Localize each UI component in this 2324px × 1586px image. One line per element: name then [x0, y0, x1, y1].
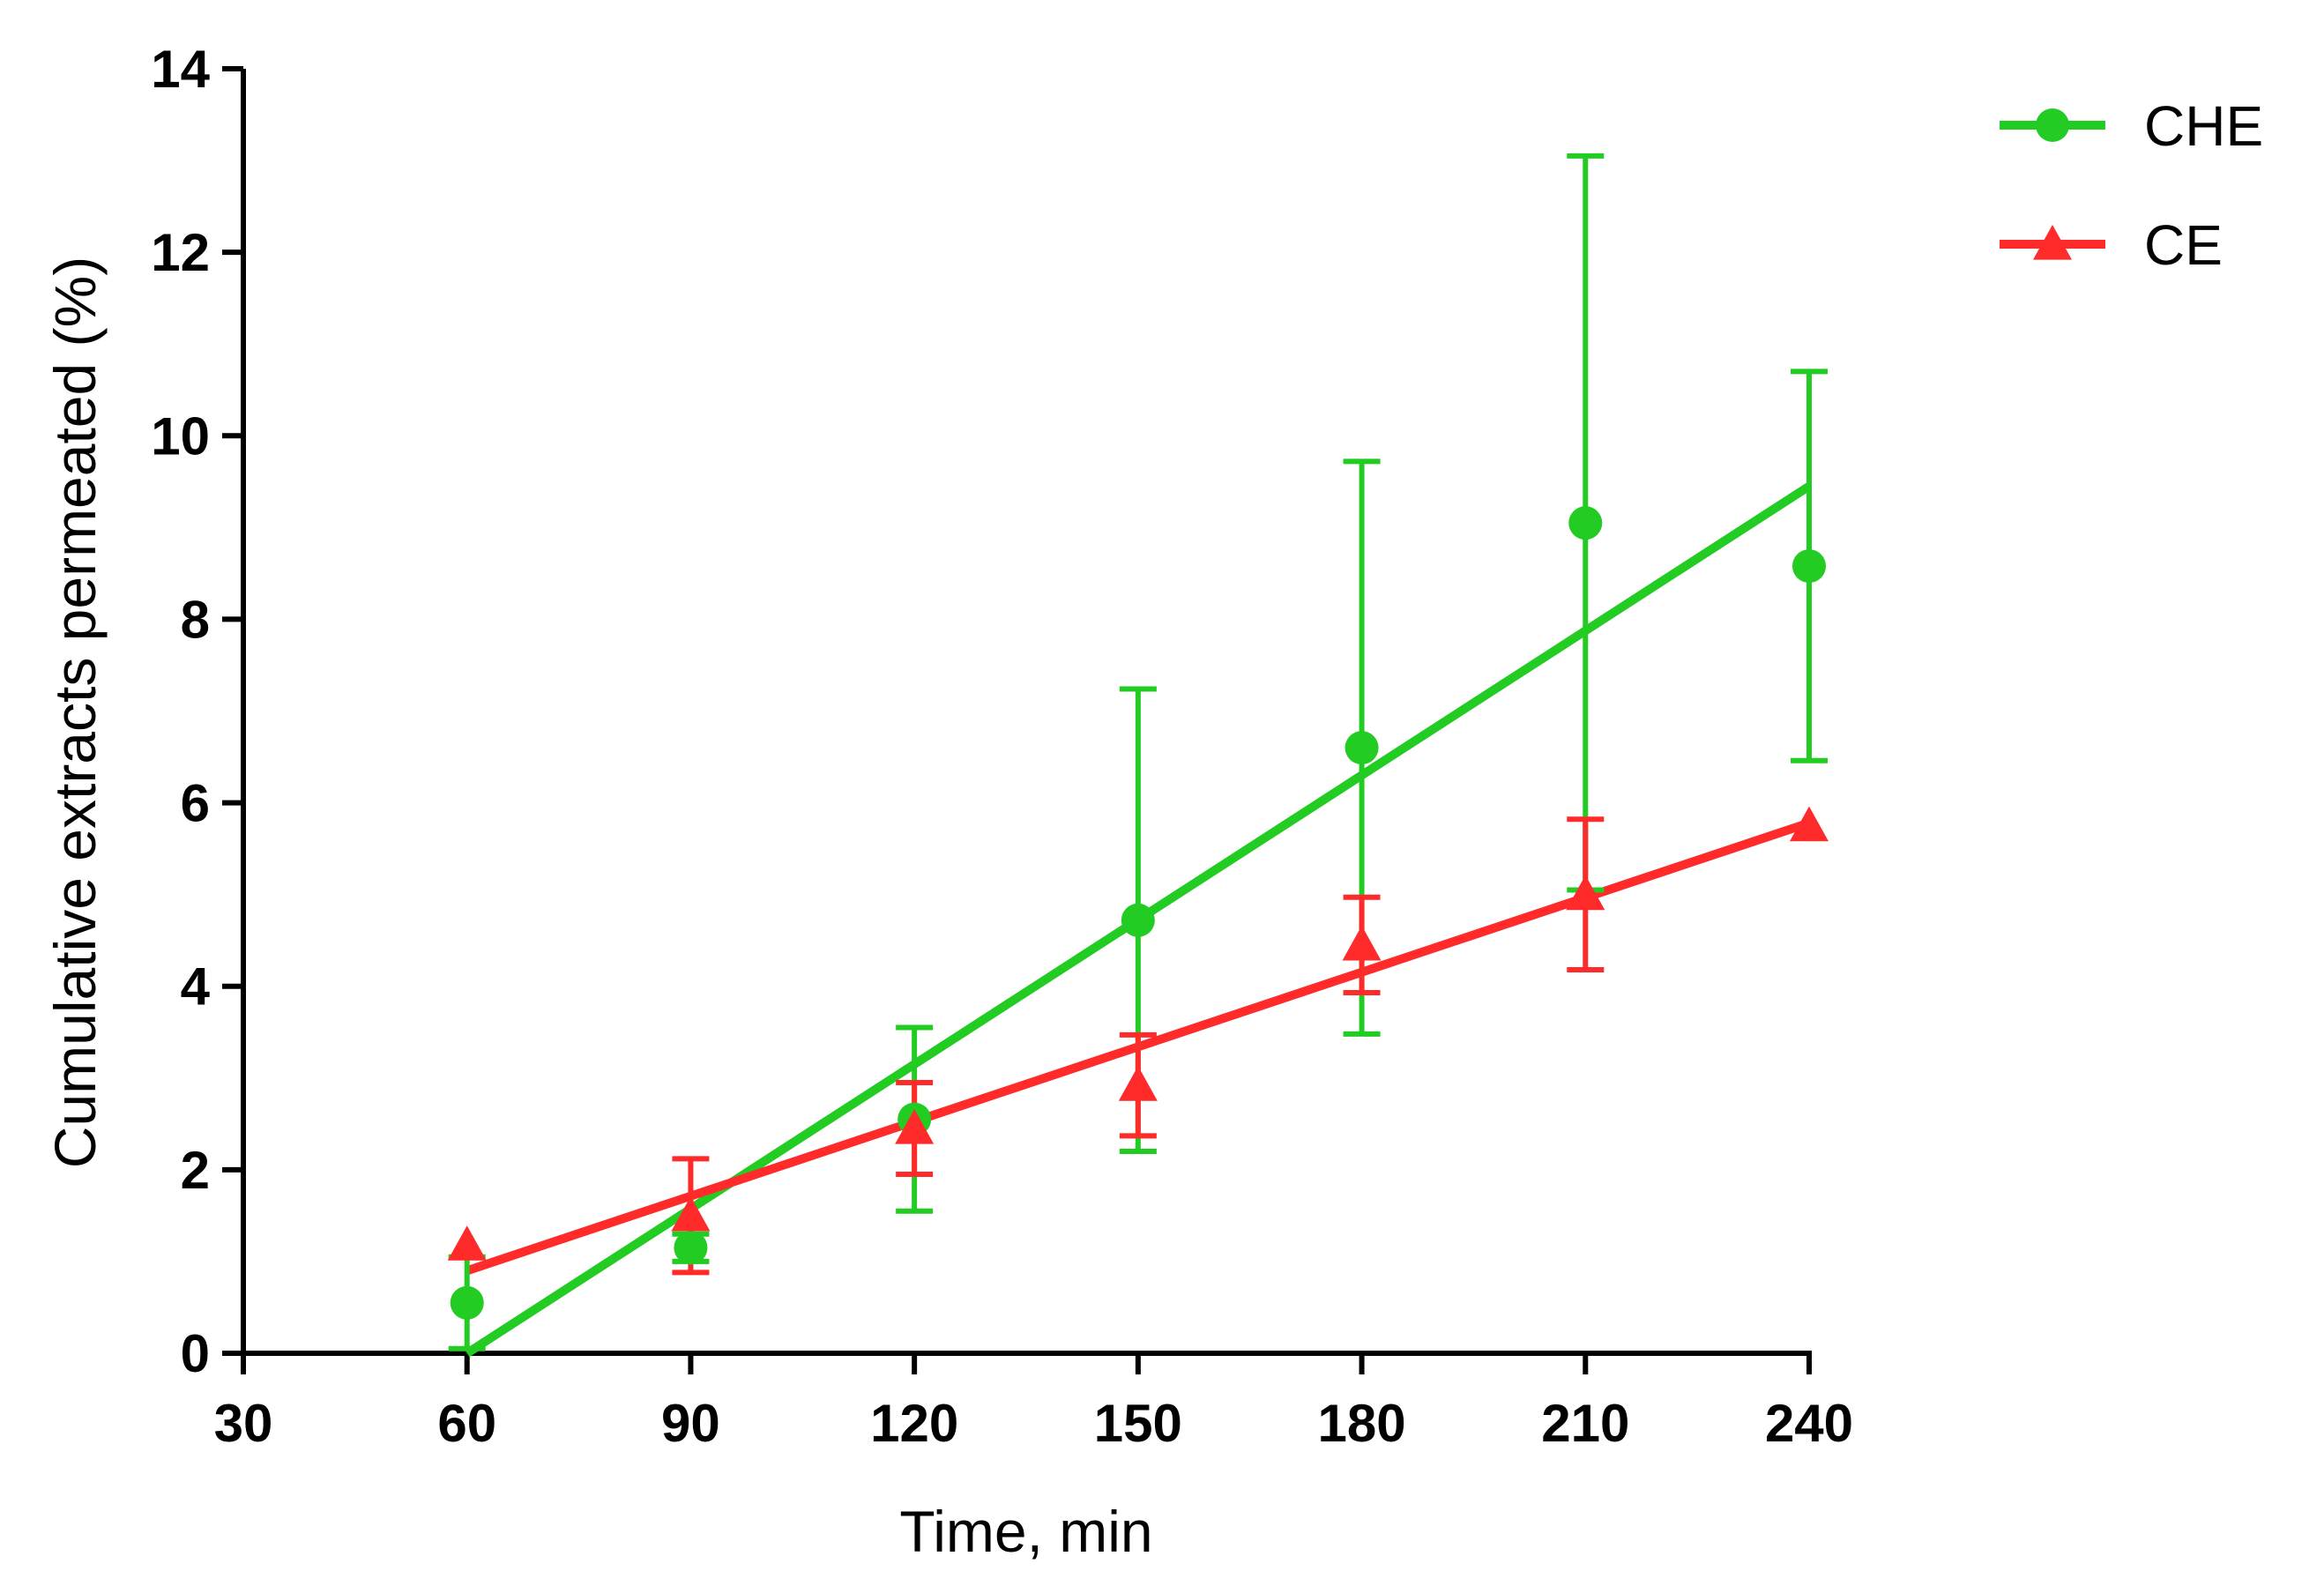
ce-data-point [1118, 1066, 1158, 1101]
legend: CHE CE [2000, 94, 2263, 277]
che-data-point [1792, 549, 1826, 584]
ce-data-point [447, 1225, 487, 1261]
x-tick-label: 30 [214, 1394, 273, 1453]
che-data-point [1121, 903, 1155, 937]
legend-label-che: CHE [2144, 94, 2263, 158]
che-data-point [450, 1285, 484, 1320]
x-axis-label: Time, min [899, 1499, 1152, 1564]
legend-label-ce: CE [2144, 213, 2223, 277]
x-tick-label: 90 [661, 1394, 720, 1453]
y-tick-label: 12 [151, 223, 210, 282]
legend-marker-che [2036, 108, 2069, 142]
ce-data-point [1342, 925, 1382, 961]
ce-data-point [1566, 875, 1605, 911]
x-tick-label: 60 [437, 1394, 496, 1453]
che-data-point [674, 1231, 708, 1265]
y-tick-label: 8 [181, 590, 210, 649]
error-bars [448, 153, 1828, 1351]
che-data-point [1344, 731, 1379, 765]
data-markers [447, 506, 1829, 1320]
ce-data-point [1790, 806, 1829, 842]
y-tick-label: 4 [181, 957, 211, 1016]
ce-data-point [671, 1195, 711, 1232]
y-tick-label: 2 [181, 1141, 210, 1200]
legend-item-che: CHE [2000, 94, 2263, 158]
x-tick-label: 120 [870, 1394, 958, 1453]
x-tick-label: 150 [1094, 1394, 1182, 1453]
che-data-point [1568, 506, 1603, 540]
y-tick-label: 14 [151, 40, 210, 99]
legend-marker-ce [2033, 225, 2072, 260]
axes: 0 2 4 6 8 10 12 14 30 60 90 120 150 180 210 240 [151, 40, 1853, 1453]
x-tick-label: 210 [1541, 1394, 1629, 1453]
y-tick-label: 0 [181, 1324, 210, 1383]
y-tick-label: 10 [151, 406, 210, 465]
y-axis-label: Cumulative extracts permeated (%) [42, 257, 108, 1168]
ce-data-point [895, 1109, 935, 1144]
x-tick-label: 240 [1765, 1394, 1853, 1453]
y-tick-label: 6 [181, 774, 210, 833]
x-tick-label: 180 [1318, 1394, 1406, 1453]
legend-item-ce: CE [2000, 213, 2223, 277]
